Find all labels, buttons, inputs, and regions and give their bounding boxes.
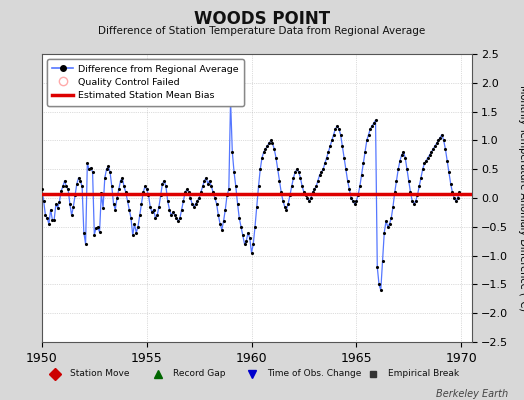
Text: Record Gap: Record Gap [173,369,225,378]
Text: Difference of Station Temperature Data from Regional Average: Difference of Station Temperature Data f… [99,26,425,36]
Text: Empirical Break: Empirical Break [388,369,459,378]
Text: Station Move: Station Move [70,369,129,378]
Y-axis label: Monthly Temperature Anomaly Difference (°C): Monthly Temperature Anomaly Difference (… [518,85,524,311]
Text: Berkeley Earth: Berkeley Earth [436,389,508,399]
Text: WOODS POINT: WOODS POINT [194,10,330,28]
Legend: Difference from Regional Average, Quality Control Failed, Estimated Station Mean: Difference from Regional Average, Qualit… [47,59,244,106]
Text: Time of Obs. Change: Time of Obs. Change [267,369,362,378]
